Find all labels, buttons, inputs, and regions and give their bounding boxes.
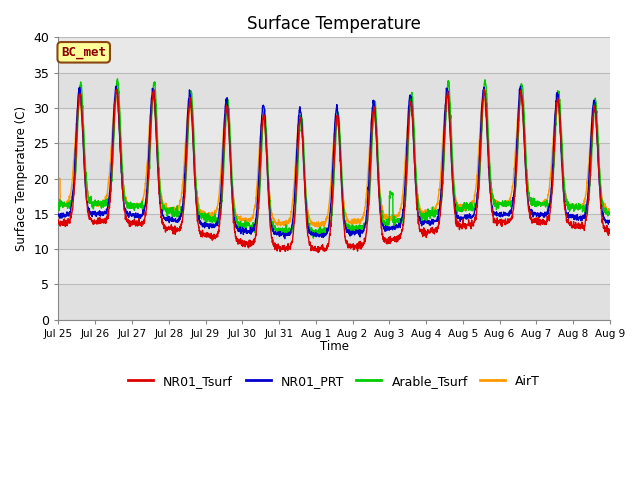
Bar	[58, 72, 610, 108]
Bar	[58, 214, 610, 249]
AirT	[209, 209, 216, 215]
Arable_Tsurf	[310, 235, 317, 241]
Line: AirT: AirT	[58, 96, 610, 228]
NR01_Tsurf	[573, 222, 580, 228]
AirT	[479, 93, 487, 99]
Bar	[58, 285, 610, 320]
Bar	[58, 249, 610, 285]
Arable_Tsurf	[363, 219, 371, 225]
AirT	[495, 199, 502, 205]
Arable_Tsurf	[351, 228, 358, 233]
NR01_Tsurf	[362, 230, 370, 236]
NR01_PRT	[54, 211, 62, 217]
AirT	[54, 176, 62, 181]
Title: Surface Temperature: Surface Temperature	[247, 15, 421, 33]
Arable_Tsurf	[209, 219, 216, 225]
AirT	[362, 192, 370, 198]
NR01_PRT	[606, 217, 614, 223]
Line: Arable_Tsurf: Arable_Tsurf	[58, 79, 610, 238]
Bar	[58, 179, 610, 214]
Line: NR01_Tsurf: NR01_Tsurf	[58, 89, 610, 252]
Bar	[58, 37, 610, 72]
Bar	[58, 108, 610, 143]
Text: BC_met: BC_met	[61, 46, 106, 59]
NR01_Tsurf	[480, 86, 488, 92]
AirT	[573, 205, 580, 211]
Arable_Tsurf	[558, 132, 566, 138]
Y-axis label: Surface Temperature (C): Surface Temperature (C)	[15, 106, 28, 251]
NR01_PRT	[573, 215, 580, 221]
Legend: NR01_Tsurf, NR01_PRT, Arable_Tsurf, AirT: NR01_Tsurf, NR01_PRT, Arable_Tsurf, AirT	[123, 370, 545, 393]
NR01_PRT	[281, 236, 289, 241]
NR01_PRT	[558, 158, 566, 164]
NR01_Tsurf	[314, 250, 322, 255]
Line: NR01_PRT: NR01_PRT	[58, 86, 610, 239]
NR01_PRT	[495, 212, 502, 217]
NR01_Tsurf	[558, 150, 566, 156]
Arable_Tsurf	[606, 211, 614, 217]
NR01_Tsurf	[54, 217, 62, 223]
X-axis label: Time: Time	[319, 340, 349, 353]
Arable_Tsurf	[573, 204, 580, 210]
Bar	[58, 143, 610, 179]
Arable_Tsurf	[54, 204, 62, 209]
NR01_Tsurf	[606, 230, 614, 236]
NR01_PRT	[209, 223, 216, 229]
NR01_PRT	[350, 229, 358, 235]
NR01_Tsurf	[209, 237, 216, 243]
AirT	[350, 218, 358, 224]
AirT	[316, 225, 324, 231]
Arable_Tsurf	[495, 202, 502, 207]
AirT	[606, 210, 614, 216]
NR01_PRT	[362, 213, 370, 219]
Arable_Tsurf	[114, 76, 122, 82]
AirT	[558, 148, 566, 154]
NR01_Tsurf	[350, 244, 358, 250]
NR01_Tsurf	[495, 218, 502, 224]
NR01_PRT	[516, 83, 524, 89]
